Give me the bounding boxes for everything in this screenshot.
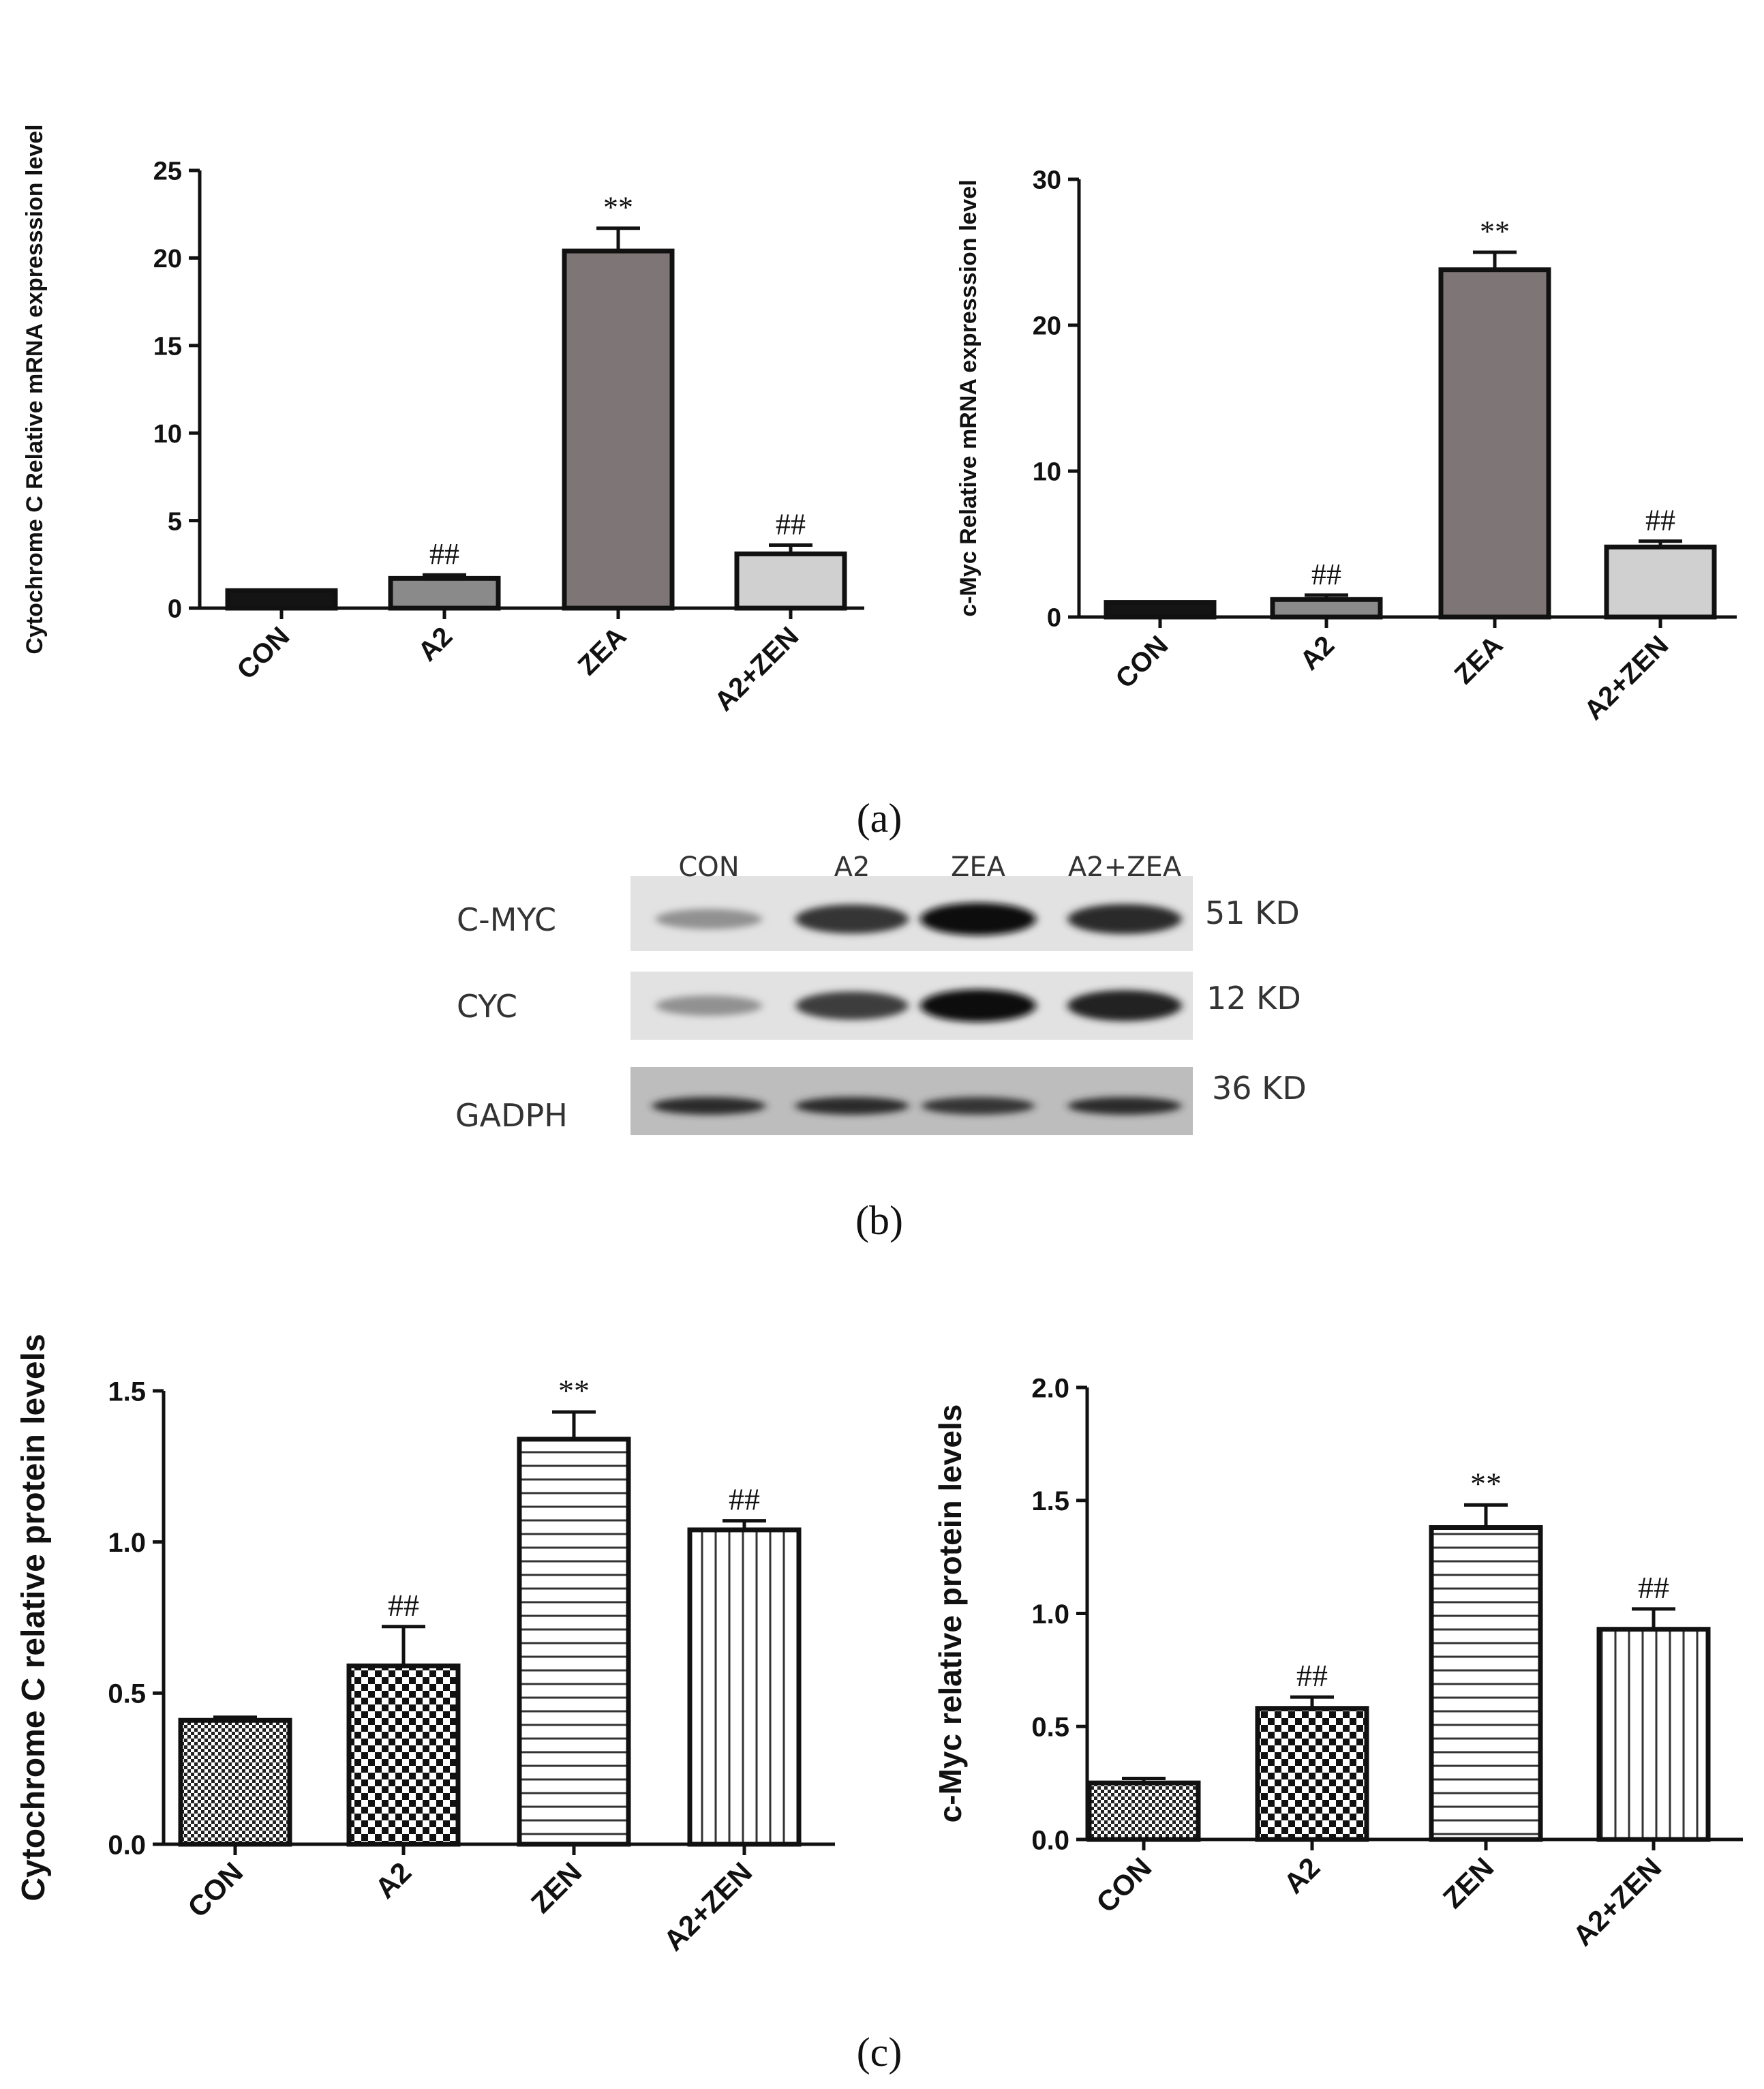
blot-row-name: CYC: [457, 988, 517, 1025]
y-tick-label: 1.5: [1031, 1486, 1069, 1516]
significance-label: ##: [1638, 1570, 1669, 1605]
bar: [181, 1720, 290, 1844]
x-tick-label: A2+ZEN: [657, 1856, 758, 1957]
y-tick-label: 0: [1047, 604, 1061, 633]
y-tick-label: 0.0: [1031, 1825, 1069, 1855]
lane-label: CON: [678, 852, 739, 883]
y-tick-label: 5: [168, 507, 182, 536]
y-axis-title: Cytochrome C Relative mRNA expresssion l…: [22, 124, 48, 654]
blot-row-size: 51 KD: [1205, 895, 1300, 931]
bar: [1441, 270, 1549, 617]
y-tick-label: 1.5: [108, 1377, 146, 1407]
bar: [519, 1439, 628, 1844]
blot-band: [1068, 1097, 1182, 1115]
y-tick-label: 10: [1033, 458, 1061, 487]
blot-band: [920, 903, 1036, 935]
blot-band: [656, 995, 762, 1016]
y-tick-label: 20: [1033, 312, 1061, 341]
x-tick-label: CON: [1090, 1851, 1157, 1919]
y-axis-title: Cytochrome C relative protein levels: [16, 1334, 52, 1901]
western-blot: CON A2 ZEA A2+ZEA C-MYC CYC GADPH 51 KD …: [455, 852, 1307, 1135]
blot-band: [656, 909, 762, 929]
figure: 0 5 10 15 20 25 Cytochrome C Relative mRNA exp…: [0, 0, 1764, 2089]
y-tick-label: 10: [153, 420, 182, 449]
blot-row-size: 36 KD: [1212, 1070, 1307, 1107]
blot-row-size: 12 KD: [1206, 980, 1301, 1017]
x-tick-label: CON: [181, 1856, 249, 1923]
panel-label-a: (a): [857, 796, 902, 841]
figure-canvas: 0 5 10 15 20 25 Cytochrome C Relative mRNA exp…: [0, 0, 1764, 2089]
y-tick-label: 30: [1033, 166, 1061, 195]
x-tick-label: A2: [369, 1856, 417, 1904]
chart-cytochrome-c-protein: 0.0 0.5 1.0 1.5 Cytochrome C relative protei…: [16, 1334, 835, 1957]
lane-label: ZEA: [951, 852, 1006, 883]
y-tick-label: 0.5: [108, 1679, 146, 1709]
blot-row-name: GADPH: [455, 1097, 568, 1134]
blot-band: [920, 989, 1036, 1022]
y-axis-title: c-Myc relative protein levels: [932, 1404, 968, 1823]
significance-label: ##: [429, 537, 459, 571]
y-tick-label: 1.0: [1031, 1599, 1069, 1629]
bar: [1273, 599, 1380, 617]
bar: [737, 554, 845, 608]
y-tick-label: 0: [168, 595, 182, 624]
significance-label: **: [1470, 1466, 1502, 1501]
significance-label: ##: [1296, 1658, 1328, 1693]
significance-label: **: [558, 1373, 590, 1408]
blot-band: [1067, 990, 1182, 1021]
blot-band: [652, 1097, 766, 1115]
bar: [1258, 1709, 1367, 1839]
bar: [228, 590, 335, 608]
significance-label: ##: [776, 508, 806, 541]
y-tick-label: 0.0: [108, 1830, 146, 1860]
y-tick-label: 25: [153, 157, 182, 186]
x-tick-label: ZEA: [1449, 630, 1509, 690]
panel-label-b: (b): [855, 1198, 903, 1243]
blot-row-name: C-MYC: [457, 901, 556, 938]
blot-band: [796, 991, 909, 1020]
significance-label: ##: [1645, 504, 1675, 537]
significance-label: ##: [729, 1482, 760, 1517]
chart-c-myc-mrna: 0 10 20 30 c-Myc Relative mRNA expresssion l…: [956, 166, 1737, 726]
lane-label: A2: [834, 852, 870, 883]
y-tick-label: 0.5: [1031, 1713, 1069, 1743]
significance-label: **: [1480, 215, 1510, 248]
y-axis-title: c-Myc Relative mRNA expresssion level: [956, 179, 982, 616]
chart-cytochrome-c-mrna: 0 5 10 15 20 25 Cytochrome C Relative mRNA exp…: [22, 124, 864, 717]
y-tick-label: 1.0: [108, 1528, 146, 1558]
x-tick-label: A2+ZEN: [1566, 1851, 1667, 1952]
blot-band: [922, 1097, 1035, 1115]
x-tick-label: A2: [412, 621, 458, 667]
bar: [349, 1666, 458, 1844]
bar: [1089, 1783, 1198, 1839]
blot-band: [1068, 904, 1182, 934]
x-tick-label: CON: [1110, 630, 1174, 694]
x-tick-label: A2: [1294, 630, 1340, 676]
blot-band: [795, 905, 909, 934]
x-tick-label: CON: [231, 621, 295, 685]
bar: [1599, 1629, 1708, 1839]
y-tick-label: 2.0: [1031, 1373, 1069, 1403]
significance-label: **: [603, 191, 633, 224]
bar: [690, 1530, 799, 1844]
x-tick-label: A2: [1277, 1851, 1326, 1899]
significance-label: ##: [388, 1588, 419, 1623]
panel-label-c: (c): [857, 2030, 902, 2075]
y-tick-label: 20: [153, 245, 182, 273]
x-tick-label: ZEN: [525, 1856, 588, 1919]
x-tick-label: ZEN: [1437, 1851, 1500, 1914]
lane-label: A2+ZEA: [1068, 852, 1182, 883]
blot-band: [795, 1097, 909, 1115]
y-tick-label: 15: [153, 332, 182, 361]
bar: [1431, 1528, 1540, 1839]
x-tick-label: A2+ZEN: [1579, 630, 1674, 725]
x-tick-label: ZEA: [573, 621, 633, 681]
significance-label: ##: [1311, 558, 1341, 591]
chart-c-myc-protein: 0.0 0.5 1.0 1.5 2.0 c-Myc relative protein le…: [932, 1373, 1743, 1952]
bar: [1106, 603, 1214, 617]
bar: [564, 251, 672, 608]
bar: [1607, 547, 1714, 617]
bar: [391, 578, 498, 608]
x-tick-label: A2+ZEN: [709, 621, 804, 717]
